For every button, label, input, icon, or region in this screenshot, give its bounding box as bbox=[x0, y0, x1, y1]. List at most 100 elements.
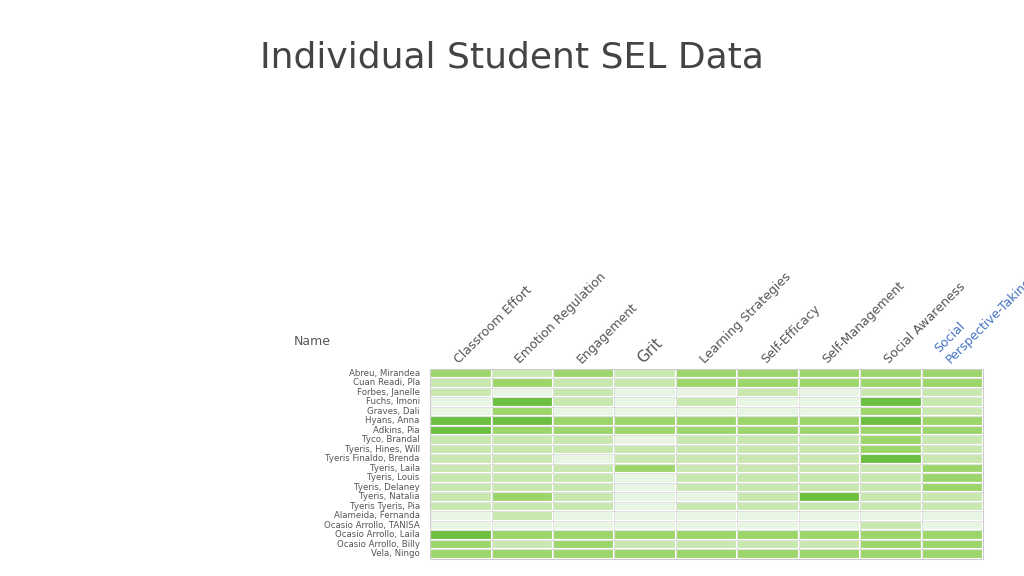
FancyBboxPatch shape bbox=[553, 407, 614, 416]
FancyBboxPatch shape bbox=[799, 540, 860, 550]
FancyBboxPatch shape bbox=[676, 502, 737, 511]
FancyBboxPatch shape bbox=[676, 416, 737, 426]
FancyBboxPatch shape bbox=[430, 435, 492, 445]
FancyBboxPatch shape bbox=[553, 454, 614, 464]
FancyBboxPatch shape bbox=[860, 483, 922, 492]
FancyBboxPatch shape bbox=[860, 435, 922, 445]
FancyBboxPatch shape bbox=[737, 550, 799, 559]
FancyBboxPatch shape bbox=[799, 397, 860, 407]
FancyBboxPatch shape bbox=[676, 530, 737, 540]
FancyBboxPatch shape bbox=[737, 502, 799, 511]
FancyBboxPatch shape bbox=[799, 378, 860, 388]
Text: Emotion Regulation: Emotion Regulation bbox=[513, 270, 609, 366]
FancyBboxPatch shape bbox=[553, 464, 614, 473]
FancyBboxPatch shape bbox=[799, 550, 860, 559]
FancyBboxPatch shape bbox=[799, 445, 860, 454]
Text: Tyeris Tyeris, Pia: Tyeris Tyeris, Pia bbox=[350, 502, 420, 511]
FancyBboxPatch shape bbox=[614, 454, 676, 464]
Text: Fuchs, Imoni: Fuchs, Imoni bbox=[366, 397, 420, 407]
FancyBboxPatch shape bbox=[553, 521, 614, 530]
FancyBboxPatch shape bbox=[737, 464, 799, 473]
FancyBboxPatch shape bbox=[553, 426, 614, 435]
FancyBboxPatch shape bbox=[799, 483, 860, 492]
Text: Abreu, Mirandea: Abreu, Mirandea bbox=[349, 369, 420, 378]
FancyBboxPatch shape bbox=[614, 492, 676, 502]
FancyBboxPatch shape bbox=[922, 464, 983, 473]
FancyBboxPatch shape bbox=[614, 426, 676, 435]
FancyBboxPatch shape bbox=[737, 378, 799, 388]
FancyBboxPatch shape bbox=[860, 502, 922, 511]
FancyBboxPatch shape bbox=[676, 378, 737, 388]
Text: Social Awareness: Social Awareness bbox=[882, 280, 968, 366]
FancyBboxPatch shape bbox=[430, 511, 492, 521]
FancyBboxPatch shape bbox=[676, 397, 737, 407]
Text: Tyeris, Hines, Will: Tyeris, Hines, Will bbox=[345, 445, 420, 454]
FancyBboxPatch shape bbox=[860, 521, 922, 530]
FancyBboxPatch shape bbox=[860, 530, 922, 540]
FancyBboxPatch shape bbox=[799, 530, 860, 540]
Text: Hyans, Anna: Hyans, Anna bbox=[366, 416, 420, 426]
FancyBboxPatch shape bbox=[737, 483, 799, 492]
FancyBboxPatch shape bbox=[737, 435, 799, 445]
FancyBboxPatch shape bbox=[492, 378, 553, 388]
FancyBboxPatch shape bbox=[553, 540, 614, 550]
FancyBboxPatch shape bbox=[676, 369, 737, 378]
FancyBboxPatch shape bbox=[430, 454, 492, 464]
FancyBboxPatch shape bbox=[430, 483, 492, 492]
FancyBboxPatch shape bbox=[430, 530, 492, 540]
Text: Tyeris Finaldo, Brenda: Tyeris Finaldo, Brenda bbox=[326, 454, 420, 464]
FancyBboxPatch shape bbox=[492, 426, 553, 435]
FancyBboxPatch shape bbox=[799, 473, 860, 483]
FancyBboxPatch shape bbox=[860, 445, 922, 454]
FancyBboxPatch shape bbox=[553, 378, 614, 388]
FancyBboxPatch shape bbox=[922, 492, 983, 502]
FancyBboxPatch shape bbox=[860, 511, 922, 521]
FancyBboxPatch shape bbox=[676, 511, 737, 521]
FancyBboxPatch shape bbox=[614, 464, 676, 473]
FancyBboxPatch shape bbox=[676, 464, 737, 473]
FancyBboxPatch shape bbox=[922, 530, 983, 540]
FancyBboxPatch shape bbox=[614, 530, 676, 540]
FancyBboxPatch shape bbox=[676, 388, 737, 397]
Text: Graves, Dali: Graves, Dali bbox=[368, 407, 420, 416]
FancyBboxPatch shape bbox=[553, 483, 614, 492]
FancyBboxPatch shape bbox=[553, 492, 614, 502]
FancyBboxPatch shape bbox=[922, 540, 983, 550]
FancyBboxPatch shape bbox=[553, 397, 614, 407]
FancyBboxPatch shape bbox=[676, 540, 737, 550]
FancyBboxPatch shape bbox=[614, 397, 676, 407]
FancyBboxPatch shape bbox=[860, 550, 922, 559]
FancyBboxPatch shape bbox=[860, 378, 922, 388]
FancyBboxPatch shape bbox=[737, 407, 799, 416]
FancyBboxPatch shape bbox=[922, 521, 983, 530]
FancyBboxPatch shape bbox=[922, 483, 983, 492]
Text: Ocasio Arrollo, Laila: Ocasio Arrollo, Laila bbox=[335, 530, 420, 540]
FancyBboxPatch shape bbox=[860, 416, 922, 426]
FancyBboxPatch shape bbox=[676, 454, 737, 464]
FancyBboxPatch shape bbox=[922, 502, 983, 511]
Text: Self-Management: Self-Management bbox=[820, 279, 907, 366]
FancyBboxPatch shape bbox=[860, 464, 922, 473]
Text: Ocasio Arrollo, TANISA: Ocasio Arrollo, TANISA bbox=[324, 521, 420, 530]
FancyBboxPatch shape bbox=[676, 445, 737, 454]
FancyBboxPatch shape bbox=[492, 502, 553, 511]
FancyBboxPatch shape bbox=[430, 388, 492, 397]
Text: Individual Student SEL Data: Individual Student SEL Data bbox=[260, 40, 764, 75]
Text: Cuan Readi, Pla: Cuan Readi, Pla bbox=[352, 378, 420, 388]
FancyBboxPatch shape bbox=[430, 426, 492, 435]
FancyBboxPatch shape bbox=[860, 397, 922, 407]
Text: Tyeris, Louis: Tyeris, Louis bbox=[368, 473, 420, 483]
FancyBboxPatch shape bbox=[737, 388, 799, 397]
FancyBboxPatch shape bbox=[614, 550, 676, 559]
FancyBboxPatch shape bbox=[922, 388, 983, 397]
FancyBboxPatch shape bbox=[430, 378, 492, 388]
Text: Engagement: Engagement bbox=[574, 300, 640, 366]
FancyBboxPatch shape bbox=[737, 530, 799, 540]
FancyBboxPatch shape bbox=[614, 511, 676, 521]
FancyBboxPatch shape bbox=[430, 445, 492, 454]
FancyBboxPatch shape bbox=[799, 492, 860, 502]
FancyBboxPatch shape bbox=[614, 473, 676, 483]
FancyBboxPatch shape bbox=[676, 550, 737, 559]
FancyBboxPatch shape bbox=[799, 407, 860, 416]
FancyBboxPatch shape bbox=[553, 445, 614, 454]
